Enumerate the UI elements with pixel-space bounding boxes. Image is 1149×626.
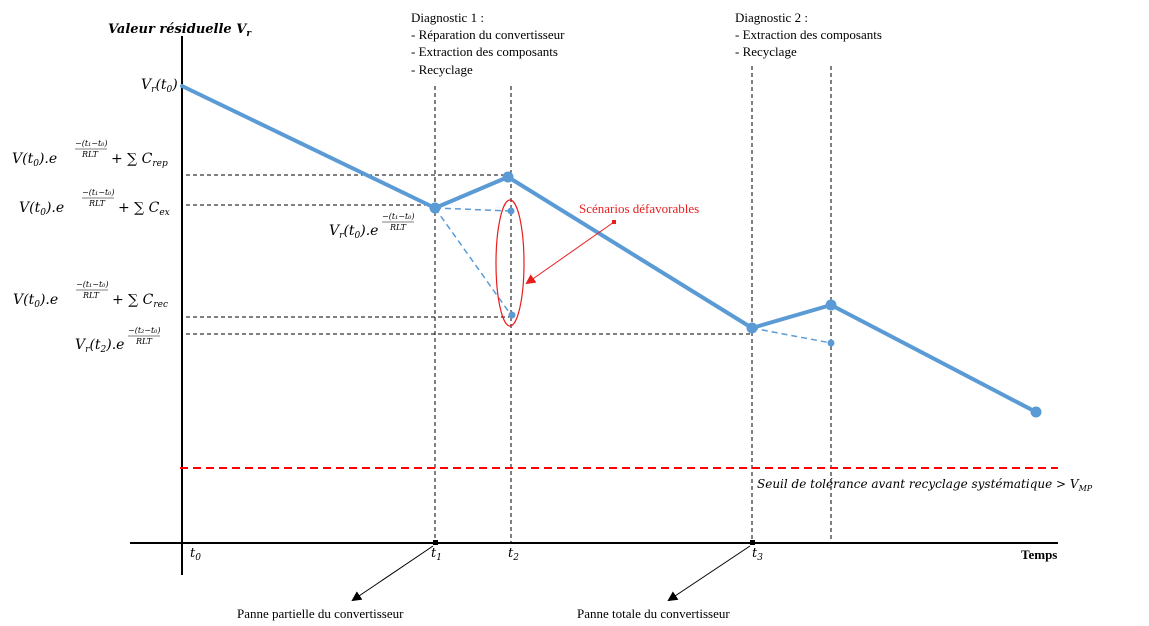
- tick-label-t3: t3: [752, 546, 763, 563]
- unfavorable-ellipse: [495, 199, 525, 327]
- svg-text:Vr(t0).e: Vr(t0).e: [329, 223, 378, 241]
- unfavorable-label: Scénarios défavorables: [579, 201, 699, 216]
- point-t3: [746, 322, 758, 334]
- svg-text:V(t0).e: V(t0).e: [12, 151, 57, 169]
- svg-text:−(t₁−t₀): −(t₁−t₀): [82, 188, 115, 197]
- svg-text:Vr(t2).e: Vr(t2).e: [75, 337, 124, 355]
- vertical-guides: [434, 66, 832, 543]
- svg-text:RLT: RLT: [135, 337, 153, 346]
- tick-t3: [750, 540, 755, 545]
- diagnostic2-item: - Recyclage: [735, 44, 797, 59]
- partial-failure-arrow: [351, 545, 434, 602]
- point-t2-recycling: [508, 311, 516, 319]
- point-t1: [429, 202, 441, 214]
- branch-recycling: [434, 207, 512, 316]
- svg-text:−(t₁−t₀): −(t₁−t₀): [76, 280, 109, 289]
- tick-label-t1: t1: [431, 546, 442, 563]
- formula-ex: V(t0).e −(t₁−t₀) RLT + ∑ Cex: [19, 188, 170, 218]
- tick-label-t0: t0: [190, 546, 201, 563]
- tick-label-t2: t2: [508, 546, 519, 563]
- diagnostic1-item: - Réparation du convertisseur: [411, 27, 565, 42]
- formula-rep: V(t0).e −(t₁−t₀) RLT + ∑ Crep: [12, 139, 168, 169]
- x-axis-label: Temps: [1021, 547, 1057, 562]
- svg-text:RLT: RLT: [82, 291, 100, 300]
- y-axis-label: Valeur résiduelle Vr: [108, 22, 252, 39]
- svg-text:−(t₁−t₀): −(t₁−t₀): [75, 139, 108, 148]
- branch-extraction: [434, 207, 512, 212]
- branch-after-t3: [751, 327, 832, 344]
- point-end: [1030, 406, 1042, 418]
- svg-text:RLT: RLT: [389, 223, 407, 232]
- diagnostic1-item: - Extraction des composants: [411, 44, 558, 59]
- svg-text:+ ∑ Cex: + ∑ Cex: [118, 200, 170, 218]
- formula-vr-t0: Vr(t0): [141, 77, 178, 95]
- tick-t1: [433, 540, 438, 545]
- threshold-label: Seuil de tolérance avant recyclage systé…: [757, 477, 1093, 493]
- svg-text:V(t0).e: V(t0).e: [19, 200, 64, 218]
- unfavorable-arrow-tail: [612, 220, 616, 224]
- svg-text:+ ∑ Crec: + ∑ Crec: [112, 292, 168, 310]
- svg-text:+ ∑ Crep: + ∑ Crep: [111, 151, 168, 169]
- unfavorable-arrow: [525, 221, 615, 285]
- total-failure-arrow: [667, 545, 751, 602]
- svg-text:−(t₂−t₀): −(t₂−t₀): [128, 326, 161, 335]
- diagnostic1-block: Diagnostic 1 : - Réparation du convertis…: [411, 10, 565, 77]
- horizontal-guides: [186, 174, 752, 335]
- residual-value-curve: [180, 84, 1038, 414]
- alternative-branches: [434, 207, 832, 344]
- svg-text:RLT: RLT: [81, 150, 99, 159]
- svg-text:RLT: RLT: [88, 199, 106, 208]
- point-t2-extraction: [507, 207, 515, 215]
- curve-points: [429, 171, 1042, 418]
- formula-rec: V(t0).e −(t₁−t₀) RLT + ∑ Crec: [13, 280, 168, 310]
- formula-vr-t1-inline: Vr(t0).e −(t₁−t₀) RLT: [329, 212, 415, 241]
- diagnostic2-title: Diagnostic 2 :: [735, 10, 808, 25]
- diagnostic2-item: - Extraction des composants: [735, 27, 882, 42]
- diagnostic1-title: Diagnostic 1 :: [411, 10, 484, 25]
- point-after-t3-low: [827, 339, 835, 347]
- diagnostic2-block: Diagnostic 2 : - Extraction des composan…: [735, 10, 882, 59]
- partial-failure-label: Panne partielle du convertisseur: [237, 606, 404, 621]
- diagnostic1-item: - Recyclage: [411, 62, 473, 77]
- svg-text:−(t₁−t₀): −(t₁−t₀): [382, 212, 415, 221]
- svg-text:V(t0).e: V(t0).e: [13, 292, 58, 310]
- formula-vr-t2: Vr(t2).e −(t₂−t₀) RLT: [75, 326, 161, 355]
- point-t2-repair: [502, 171, 514, 183]
- total-failure-label: Panne totale du convertisseur: [577, 606, 730, 621]
- tick-marks: [433, 540, 755, 545]
- point-after-t3: [825, 299, 837, 311]
